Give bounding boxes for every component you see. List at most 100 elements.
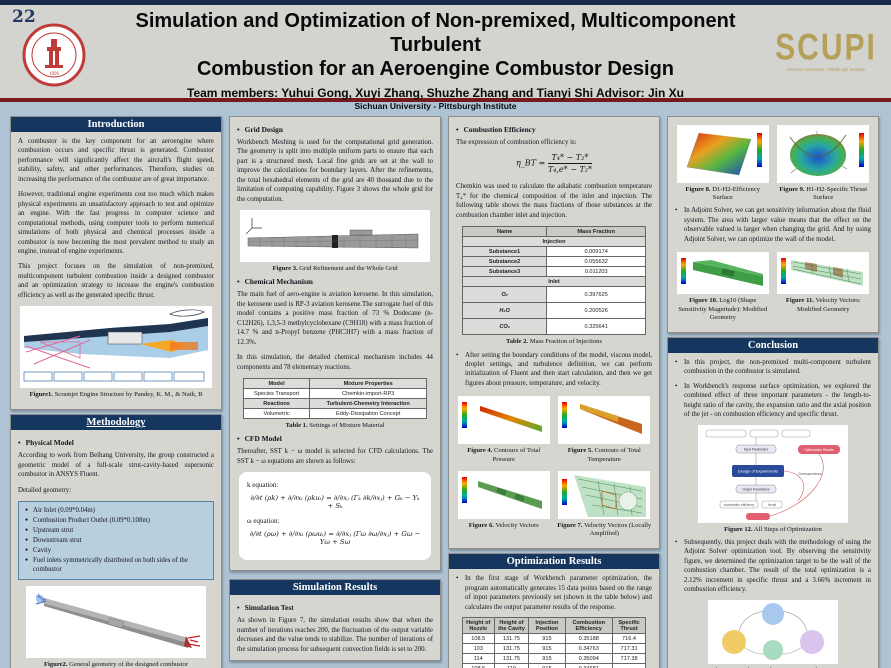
intro-paragraph-3: This project focuses on the simulation o… [18, 263, 214, 299]
efficiency-formula: η_BT = T₄* − T₂* T₄,e* − T₂* [516, 153, 592, 175]
after-table-bullet: • After setting the boundary conditions o… [456, 351, 652, 387]
figure13-caption: Figure 13. Adjoint Solver Experimental L… [675, 667, 871, 668]
figure10-shape-sensitivity [676, 252, 769, 295]
poster-title-line1: Simulation and Optimization of Non-premi… [135, 10, 736, 56]
physical-model-heading: • Physical Model [18, 438, 74, 448]
figure12-optimization-flowchart: Input Parameters Optimization Results De… [698, 424, 848, 523]
table2-cell: 0.011203 [546, 266, 647, 278]
table3-cell: 0.35094 [564, 653, 613, 665]
table3-cell: 108.5 [461, 663, 495, 668]
table3-cell: 0.34681 [564, 663, 613, 668]
table3-cell: 717.38 [611, 653, 647, 665]
simulation-test-heading: • Simulation Test [237, 603, 294, 613]
table3-header-cell: Height of the Cavity [493, 617, 530, 635]
conclusion-bullet-3: • Subsequently, this project deals with t… [675, 538, 871, 594]
scupi-logo-subtext: Sichuan University - Pittsburgh Institut… [786, 67, 866, 72]
table3-cell: 0.34763 [564, 643, 613, 655]
table3-cell: 103 [461, 643, 495, 655]
table3-experimental-results: Height of Nozzle Height of the Cavity In… [461, 617, 647, 668]
intro-paragraph-1: A combustor is the key component for an … [18, 138, 214, 183]
figure7-caption: Figure 7. Velocity Vectors (Locally Ampl… [557, 521, 652, 538]
table2-cell: 0.055632 [546, 256, 647, 268]
table2-cell: Substance2 [461, 256, 548, 268]
table2-cell: Substance1 [461, 246, 548, 258]
conclusion-bullet-2: • In Workbench's response surface optimiz… [675, 382, 871, 419]
conclusion-bullet-1: • In this project, the non-premixed multi… [675, 358, 871, 376]
figure5-temperature-contours [558, 396, 651, 445]
optimization-bullet-1: • In the first stage of Workbench paramet… [456, 575, 652, 611]
column-2: • Grid Design Workbench Meshing is used f… [229, 116, 441, 661]
table3-cell: 915 [528, 643, 566, 655]
omega-equation: ∂/∂t (ρω) + ∂/∂xᵢ (ρωuᵢ) = ∂/∂xⱼ (Γω ∂ω/… [249, 530, 421, 547]
table3-header-cell: Height of Nozzle [461, 617, 495, 635]
methodology-panel: Methodology • Physical Model According to… [10, 414, 222, 668]
figure6-velocity-vectors [457, 470, 550, 519]
poster-body: Introduction A combustor is the key comp… [0, 102, 891, 668]
figure5-caption: Figure 5. Contours of Total Temperature [567, 447, 641, 463]
figure9-caption: Figure 9. H1-H2-Specific Thrust Surface [779, 186, 868, 202]
table3-cell: ... [611, 663, 647, 668]
table3-header-cell: Injection Position [528, 617, 566, 635]
table3-cell: 131.75 [493, 633, 530, 645]
k-equation: ∂/∂t (ρk) + ∂/∂xᵢ (ρkuᵢ) = ∂/∂xⱼ (Γₖ ∂k/… [250, 494, 420, 511]
svg-text:Correspondence: Correspondence [798, 472, 822, 476]
simulation-results-header: Simulation Results [230, 580, 440, 596]
scupi-logo-text: SCUPI [775, 26, 877, 68]
table2-cell: Substance3 [461, 266, 548, 278]
cfd-model-text: Thereafter, SST k − ω model is selected … [237, 448, 433, 465]
sichuan-university-seal-icon: 1896 [22, 23, 86, 87]
table3-cell: 0.35188 [564, 633, 613, 645]
top-strip [0, 0, 891, 5]
table2-header-cell: Name [461, 226, 548, 238]
geometry-item: Combustion Product Outlet (0.09*0.108m) [25, 516, 207, 526]
figure2-caption: Figure2. General geometry of the designe… [44, 661, 188, 668]
table1-cell: Eddy-Dissipation Concept [309, 408, 428, 420]
introduction-header: Introduction [11, 117, 221, 132]
figure3-grid-mesh [240, 210, 430, 263]
figure10-caption: Figure 10. Log10 (Shape Sensitivity Magn… [678, 297, 768, 321]
table2-cell: CO₂ [461, 318, 548, 336]
chemical-mechanism-text-1: The main fuel of aero-engine is aviation… [237, 291, 433, 346]
simulation-results-panel: Simulation Results • Simulation Test As s… [229, 579, 441, 661]
table2-span-row: Inlet [461, 276, 647, 288]
figure9-thrust-surface [777, 125, 870, 183]
institute-name: Sichuan University - Pittsburgh Institut… [354, 101, 517, 111]
table3-cell: 114 [461, 653, 495, 665]
combustion-efficiency-heading: • Combustion Efficiency [456, 125, 536, 134]
figure2-combustor-geometry [26, 586, 206, 659]
svg-text:Design of Experiments: Design of Experiments [738, 468, 778, 473]
table1-cell: Model [242, 378, 311, 390]
geometry-item: Fuel inlets symmetrically distributed on… [25, 556, 207, 576]
table3-cell: 119 [493, 663, 530, 668]
conclusion-header: Conclusion [668, 337, 878, 353]
introduction-panel: Introduction A combustor is the key comp… [10, 116, 222, 411]
detailed-geometry-label: Detailed geometry: [18, 486, 71, 494]
column-3: • Combustion Efficiency The expression of… [448, 116, 660, 668]
svg-text:thrust: thrust [768, 503, 776, 507]
table1-cell: Chemkin-import-RP3 [309, 388, 428, 400]
table3-header-cell: Specific Thrust [611, 617, 647, 635]
svg-text:Optimization Results: Optimization Results [804, 448, 834, 452]
svg-text:Output Parameters: Output Parameters [743, 487, 770, 491]
grid-design-text: Workbench Meshing is used for the comput… [237, 139, 433, 203]
table1-cell: Volumetric [242, 408, 311, 420]
conclusion-panel: Conclusion • In this project, the non-pre… [667, 336, 879, 668]
table3-header-cell: Combustion Efficiency [564, 617, 613, 635]
simulation-test-text: As shown in Figure 7, the simulation res… [237, 617, 433, 653]
chemkin-text: Chemkin was used to calculate the adiaba… [456, 183, 652, 219]
table2-header-cell: Mass Fraction [546, 226, 647, 238]
figure11-caption: Figure 11. Velocity Vectors: Modified Ge… [785, 297, 861, 313]
methods-detail-panel: • Grid Design Workbench Meshing is used f… [229, 116, 441, 572]
grid-design-heading: • Grid Design [237, 125, 283, 134]
combustion-efficiency-panel: • Combustion Efficiency The expression of… [448, 116, 660, 550]
geometry-bullet-box: Air Inlet (0.09*0.04m) Combustion Produc… [18, 501, 214, 581]
table1-mixture-material: Model Mixture Properties Species Transpo… [242, 378, 428, 420]
figure3-caption: Figure 3. Grid Refinement and the Whole … [272, 265, 398, 273]
table1-cell: Mixture Properties [309, 378, 428, 390]
table2-cell: 0.009174 [546, 246, 647, 258]
table3-cell: 915 [528, 653, 566, 665]
table3-cell: 131.75 [493, 643, 530, 655]
poster-title-line2: Combustion for an Aeroengine Combustor D… [196, 58, 675, 80]
figure4-pressure-contours [457, 396, 550, 445]
